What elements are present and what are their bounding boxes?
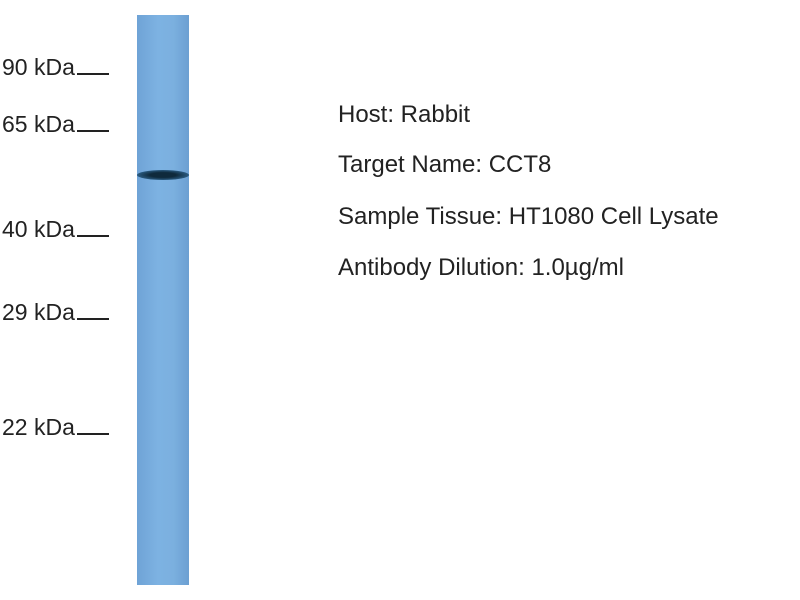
host-text: Host: Rabbit: [338, 101, 471, 128]
marker-label: 29 kDa: [2, 299, 75, 325]
dilution-text: Antibody Dilution: 1.0µg/ml: [338, 254, 624, 281]
marker-tick: [76, 433, 109, 435]
marker-label: 65 kDa: [2, 111, 75, 137]
marker-90: 90 kDa: [2, 54, 109, 80]
tissue-text: Sample Tissue: HT1080 Cell Lysate: [338, 203, 719, 230]
marker-label: 40 kDa: [2, 216, 75, 242]
marker-label: 22 kDa: [2, 414, 75, 440]
target-text: Target Name: CCT8: [338, 151, 552, 178]
marker-tick: [76, 73, 109, 75]
blot-lane: [137, 15, 189, 585]
marker-29: 29 kDa: [2, 299, 109, 325]
marker-tick: [76, 318, 109, 320]
marker-40: 40 kDa: [2, 216, 109, 242]
marker-tick: [76, 235, 109, 237]
marker-tick: [76, 130, 109, 132]
protein-band: [137, 170, 189, 180]
marker-22: 22 kDa: [2, 414, 109, 440]
marker-label: 90 kDa: [2, 54, 75, 80]
marker-65: 65 kDa: [2, 111, 109, 137]
